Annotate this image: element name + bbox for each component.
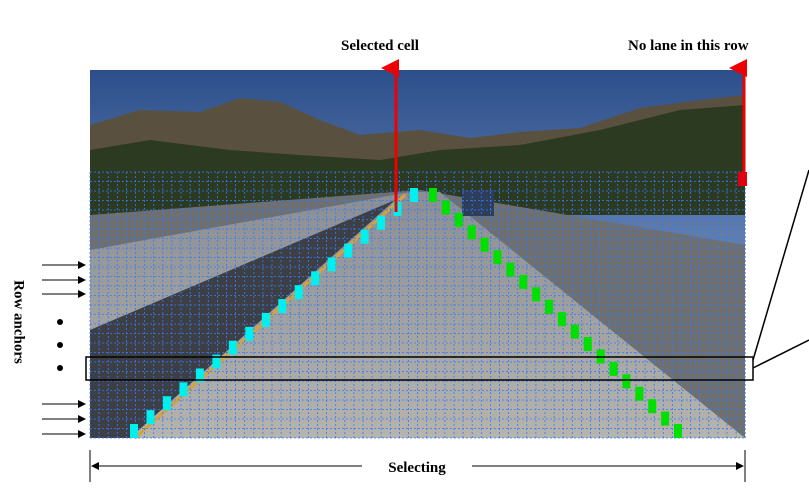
ellipsis-dots <box>57 319 63 371</box>
lane-cell <box>570 324 579 339</box>
selecting-span <box>89 450 746 482</box>
lane-cell <box>661 411 670 426</box>
lane-cell <box>311 271 320 286</box>
lane-cell <box>179 382 188 397</box>
lane-cell <box>648 399 657 414</box>
zoom-line <box>752 339 809 369</box>
lane-cell <box>622 374 631 389</box>
lane-cell <box>360 229 369 244</box>
row-anchor-arrows <box>42 261 86 438</box>
row-highlight <box>85 356 754 381</box>
lane-cell <box>377 215 386 230</box>
lane-cell <box>261 312 270 327</box>
lane-cell <box>278 299 287 314</box>
lane-cell <box>532 287 541 302</box>
lane-cell <box>195 368 204 383</box>
lane-cell <box>410 188 418 202</box>
lane-cell <box>583 337 592 352</box>
lane-cell <box>480 237 489 252</box>
lane-cell <box>635 386 644 401</box>
lane-cell <box>519 274 528 289</box>
zoom-line <box>752 169 809 361</box>
lane-cell <box>228 340 237 355</box>
lane-cell <box>130 424 138 438</box>
lane-cell <box>327 257 336 272</box>
lane-cell <box>245 326 254 341</box>
lane-cell <box>454 212 463 227</box>
row-anchors-label: Row anchors <box>11 280 27 364</box>
lane-cell <box>493 250 502 265</box>
lane-cell <box>557 312 566 327</box>
lane-cell <box>545 299 554 314</box>
no-lane-cell <box>738 172 747 186</box>
lane-cell <box>146 410 155 425</box>
selected-label: Selected cell <box>341 38 419 54</box>
lane-cell <box>162 396 171 411</box>
lane-cell <box>212 354 221 369</box>
lane-cell <box>506 262 515 277</box>
lane-cells <box>130 188 682 438</box>
no-lane-label: No lane in this row <box>628 38 749 54</box>
lane-cell <box>429 188 437 202</box>
lane-cell <box>294 285 303 300</box>
lane-cell <box>344 243 353 258</box>
lane-cell <box>674 424 682 438</box>
lane-cell <box>609 361 618 376</box>
lane-cell <box>393 201 402 216</box>
lane-cell <box>441 200 450 215</box>
selecting-label: Selecting <box>388 460 446 476</box>
lane-cell <box>467 225 476 240</box>
